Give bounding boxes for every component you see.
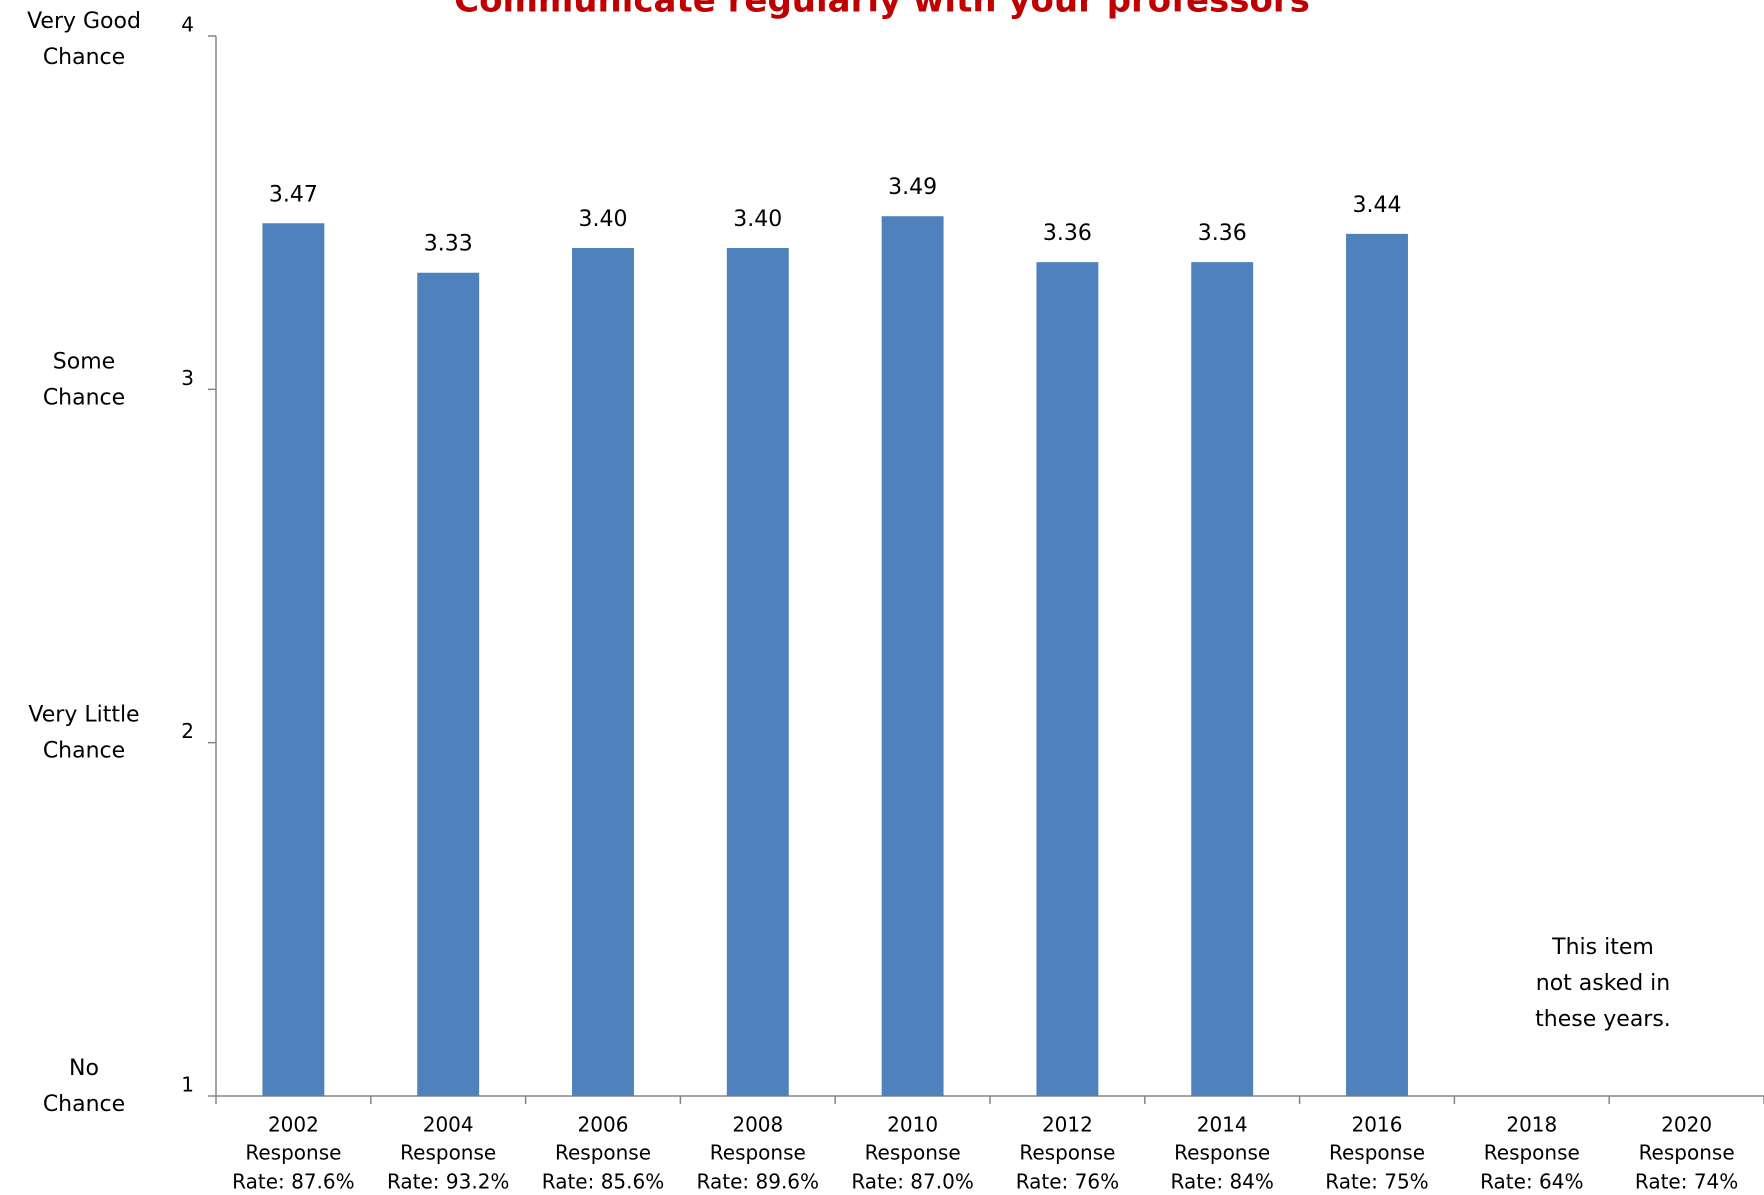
chart-title: Communicate regularly with your professo… [454,0,1310,21]
x-tick-note: Rate: 76% [1016,1170,1119,1194]
bar [1191,262,1254,1097]
x-tick-label: 2008 [732,1113,783,1137]
x-tick-label: 2018 [1506,1113,1557,1137]
bar [1346,233,1408,1096]
bar [1036,262,1099,1097]
x-tick-label: 2006 [578,1113,629,1137]
data-label: 3.49 [888,175,937,200]
annotation: these years. [1535,1007,1671,1032]
y-level-line: Very Good [27,9,141,34]
x-tick-note: Response [710,1141,806,1165]
bar [417,272,480,1096]
x-tick-note: Response [1639,1141,1735,1165]
data-label: 3.36 [1198,221,1247,246]
x-tick-note: Response [245,1141,341,1165]
annotation: not asked in [1536,971,1670,996]
x-tick-note: Response [1174,1141,1270,1165]
x-tick-note: Rate: 87.0% [851,1170,974,1194]
data-label: 3.44 [1353,193,1402,218]
x-tick-note: Rate: 85.6% [542,1170,665,1194]
x-tick-note: Rate: 84% [1170,1170,1273,1194]
x-tick-note: Rate: 74% [1635,1170,1738,1194]
y-level-label: Very Good Chance [27,9,141,70]
x-tick-note: Response [555,1141,651,1165]
x-tick-label: 2004 [423,1113,474,1137]
y-tick-label: 1 [181,1073,194,1097]
data-label: 3.36 [1043,221,1092,246]
x-tick-label: 2002 [268,1113,319,1137]
x-tick-label: 2014 [1197,1113,1248,1137]
x-tick-label: 2016 [1352,1113,1403,1137]
y-tick-label: 3 [181,366,194,390]
y-level-line: Chance [43,739,125,764]
x-tick-label: 2020 [1661,1113,1712,1137]
y-level-line: Chance [43,1092,125,1117]
y-level-line: Very Little [28,703,139,728]
x-tick-note: Response [865,1141,961,1165]
x-tick-note: Response [1484,1141,1580,1165]
annotation: This item [1551,935,1654,960]
y-level-line: No [69,1056,99,1081]
x-tick-note: Response [1019,1141,1115,1165]
y-level-line: Chance [43,45,125,70]
x-tick-label: 2012 [1042,1113,1093,1137]
y-level-label: Very Little Chance [28,703,139,764]
bar [881,216,944,1096]
y-tick-label: 2 [181,719,194,743]
y-level-line: Some [53,349,115,374]
x-tick-label: 2010 [887,1113,938,1137]
data-label: 3.40 [579,207,628,232]
x-tick-note: Rate: 64% [1480,1170,1583,1194]
data-label: 3.33 [424,232,473,257]
y-tick-label: 4 [181,13,194,37]
y-level-label: Some Chance [43,349,125,410]
x-tick-note: Rate: 75% [1325,1170,1428,1194]
y-level-label: No Chance [43,1056,125,1117]
y-level-line: Chance [43,385,125,410]
x-tick-note: Rate: 89.6% [697,1170,820,1194]
x-tick-note: Rate: 87.6% [232,1170,355,1194]
bar [262,223,325,1096]
bar [572,248,634,1096]
x-tick-note: Response [400,1141,496,1165]
x-tick-note: Response [1329,1141,1425,1165]
x-tick-note: Rate: 93.2% [387,1170,510,1194]
data-label: 3.47 [269,182,318,207]
data-label: 3.40 [733,207,782,232]
bar [726,248,789,1096]
